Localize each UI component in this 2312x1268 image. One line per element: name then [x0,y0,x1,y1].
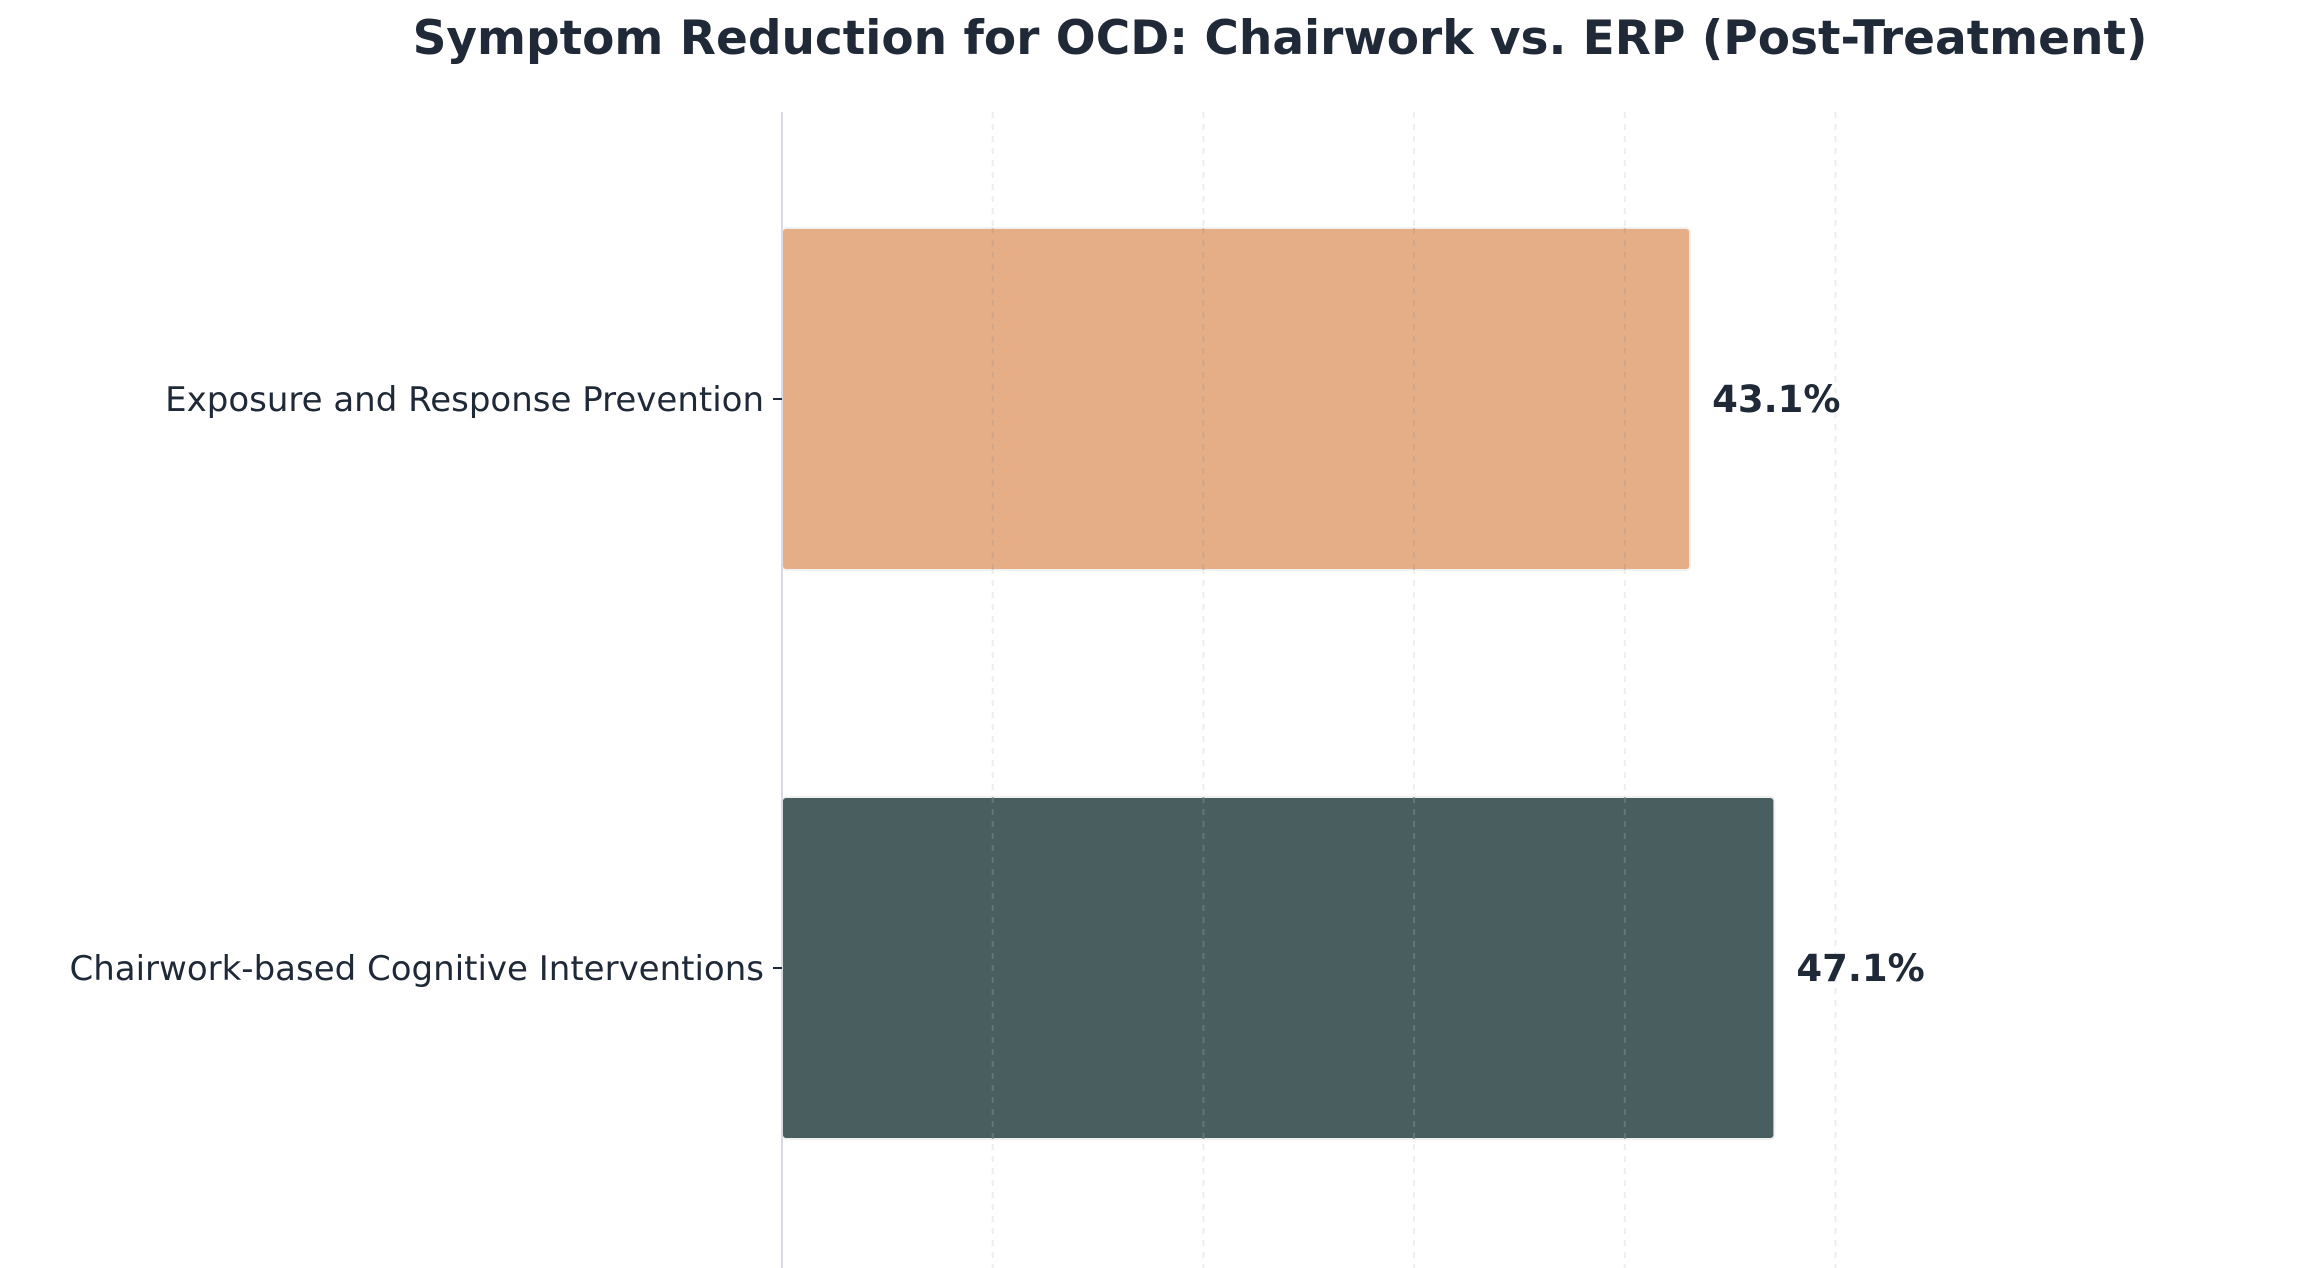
gridlines-over-bars [991,228,1626,1139]
labels: Exposure and Response Prevention 43.1% Cha… [69,378,1924,990]
bars [781,227,1776,1140]
value-label-1: 47.1% [1796,947,1924,990]
category-label-0: Exposure and Response Prevention [165,380,764,420]
value-label-0: 43.1% [1712,378,1840,421]
chart-title: Symptom Reduction for OCD: Chairwork vs.… [413,11,2148,66]
category-label-1: Chairwork-based Cognitive Interventions [69,949,764,989]
bar-0 [781,227,1692,571]
